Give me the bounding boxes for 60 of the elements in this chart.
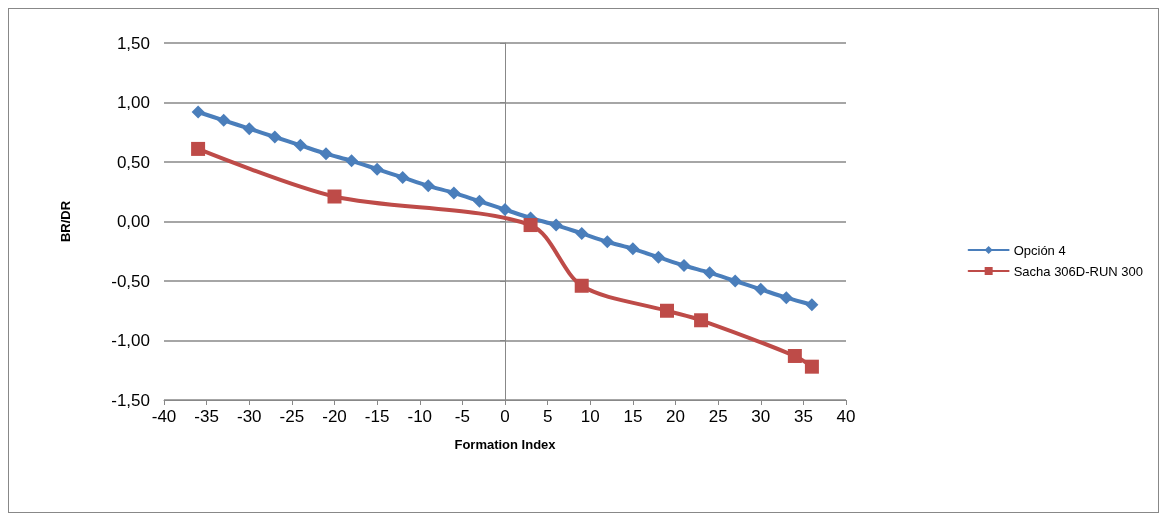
point <box>217 113 231 127</box>
x-tick-label: -20 <box>322 407 347 426</box>
point <box>242 122 256 136</box>
point <box>677 259 691 273</box>
x-tick-label: 35 <box>793 407 813 426</box>
point <box>651 250 665 264</box>
x-tick-label: -40 <box>151 407 177 426</box>
point <box>694 313 709 328</box>
x-axis-title: Formation Index <box>454 437 557 452</box>
x-tick-label: -35 <box>194 407 219 426</box>
x-tick-label: 25 <box>708 407 728 426</box>
point <box>327 189 342 204</box>
point <box>396 170 410 184</box>
point <box>421 179 435 193</box>
y-axis-title: BR/DR <box>58 200 73 243</box>
legend-label: Sacha 306D-RUN 300 <box>1013 263 1144 279</box>
x-tick-label: -10 <box>407 407 433 426</box>
point <box>191 141 206 156</box>
y-tick-label: -1,50 <box>111 390 150 410</box>
x-tick-label: 10 <box>580 407 600 426</box>
point <box>447 186 461 200</box>
point <box>703 266 717 280</box>
x-tick-label: -30 <box>236 407 262 426</box>
point <box>268 130 282 144</box>
y-tick-label: -0,50 <box>111 271 150 291</box>
x-tick-label: -15 <box>364 407 390 426</box>
point <box>805 298 819 312</box>
x-tick-label: 0 <box>500 407 510 426</box>
legend-label: Opción 4 <box>1013 242 1066 258</box>
x-tick-label: 40 <box>836 407 856 426</box>
x-tick-label: -5 <box>454 407 470 426</box>
point <box>370 162 384 176</box>
point <box>754 282 768 296</box>
point <box>574 278 589 293</box>
point <box>787 348 802 363</box>
point <box>575 226 589 240</box>
point <box>523 218 538 233</box>
x-tick-label: 15 <box>623 407 643 426</box>
point <box>191 105 205 119</box>
point <box>626 242 640 256</box>
y-tick-label: 0,50 <box>116 152 150 172</box>
point <box>728 274 742 288</box>
y-tick-label: -1,00 <box>111 331 150 350</box>
point <box>345 154 359 168</box>
y-tick-label: 0,00 <box>116 212 150 231</box>
point <box>779 291 793 305</box>
point <box>804 359 819 374</box>
x-tick-label: 20 <box>666 407 685 426</box>
point <box>472 194 486 208</box>
point <box>319 147 333 161</box>
point <box>549 218 563 232</box>
point <box>293 138 307 152</box>
point <box>600 235 614 249</box>
y-tick-label: 1,50 <box>116 33 150 53</box>
x-tick-label: -25 <box>279 407 305 426</box>
point <box>659 303 674 318</box>
x-tick-label: 30 <box>751 407 771 426</box>
y-tick-label: 1,00 <box>116 93 150 112</box>
point <box>498 203 512 217</box>
x-tick-label: 5 <box>542 407 553 426</box>
